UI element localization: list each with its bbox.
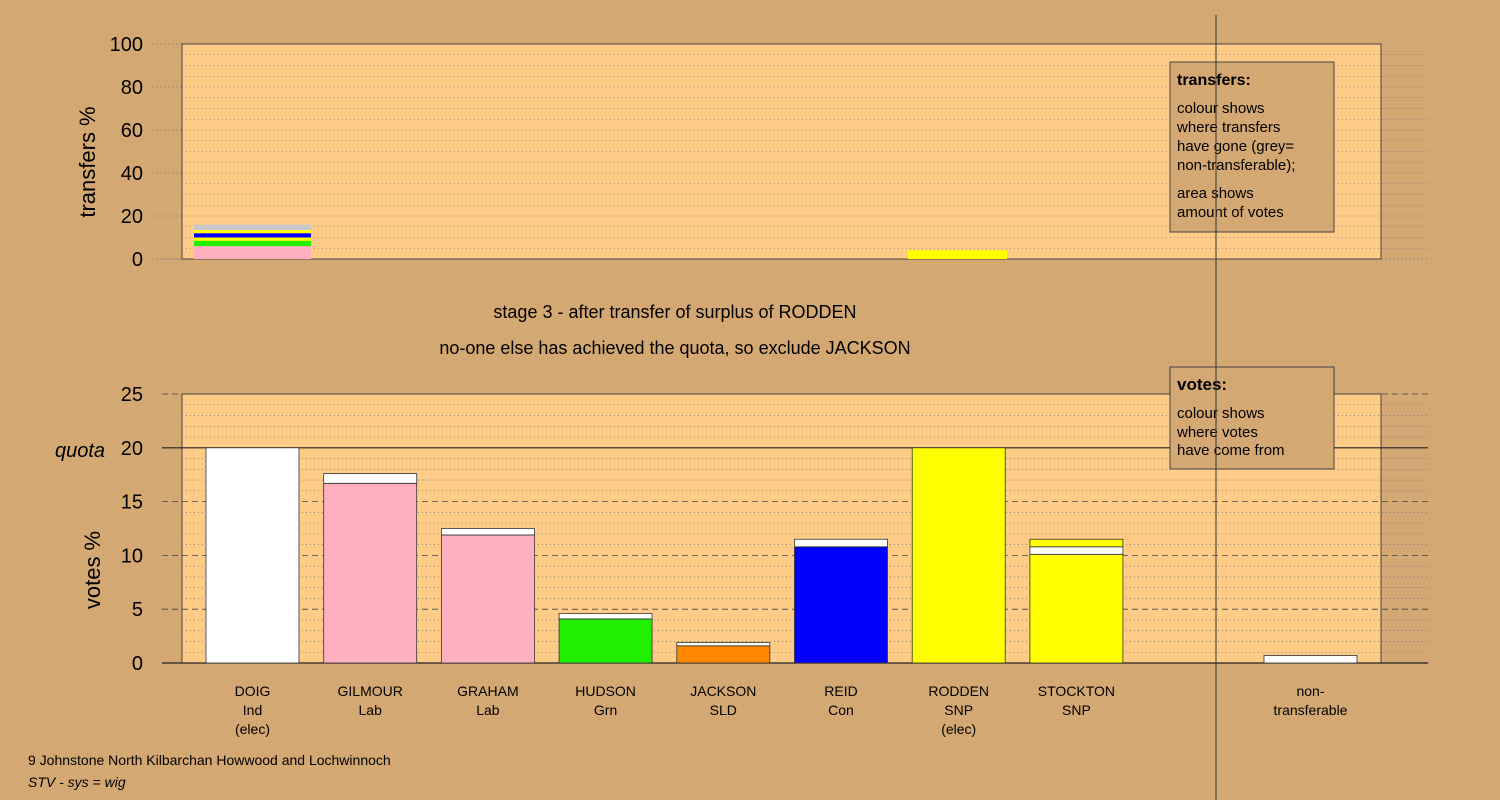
votes-legend-title: votes: <box>1177 375 1227 394</box>
category-label-gilmour: Lab <box>359 702 383 718</box>
vote-segment-stockton <box>1029 538 1124 548</box>
transfers-legend-title: transfers: <box>1177 72 1251 89</box>
vote-segment-gilmour <box>323 473 418 484</box>
votes-legend-line: where votes <box>1176 424 1258 441</box>
nontransferable-label: non- <box>1296 683 1324 699</box>
y-tick-label: 15 <box>121 492 143 514</box>
transfers-legend-line: where transfers <box>1176 119 1280 136</box>
y-tick-label: 0 <box>132 653 143 675</box>
y-tick-label: 25 <box>121 384 143 406</box>
stage-decision: no-one else has achieved the quota, so e… <box>439 338 910 358</box>
transfers-gridlines <box>162 54 1428 260</box>
votes-bars <box>205 447 1358 664</box>
vote-segment-graham <box>440 528 535 536</box>
vote-segment-reid <box>794 546 888 664</box>
category-label-rodden: SNP <box>944 702 973 718</box>
vote-segment-jackson <box>676 645 771 664</box>
category-label-graham: GRAHAM <box>457 683 518 699</box>
transfers-bars <box>194 224 1007 259</box>
vote-segment-reid <box>794 538 888 548</box>
category-label-reid: REID <box>824 683 857 699</box>
category-label-doig: Ind <box>243 702 262 718</box>
category-label-stockton: SNP <box>1062 702 1091 718</box>
quota-label: quota <box>55 440 105 462</box>
category-label-stockton: STOCKTON <box>1038 683 1115 699</box>
nontransferable-bar <box>1263 655 1358 664</box>
transfers-y-axis-label: transfers % <box>75 106 100 217</box>
category-label-hudson: Grn <box>594 702 617 718</box>
vote-segment-stockton <box>1029 546 1124 555</box>
y-tick-label: 40 <box>121 163 143 185</box>
vote-segment-hudson <box>558 618 653 664</box>
transfers-legend-line: area shows <box>1177 185 1254 202</box>
nontransferable-label: transferable <box>1274 702 1348 718</box>
vote-segment-hudson <box>558 613 653 620</box>
ward-name: 9 Johnstone North Kilbarchan Howwood and… <box>28 752 391 768</box>
vote-segment-stockton <box>1029 553 1124 664</box>
vote-segment-doig <box>205 447 300 664</box>
category-label-graham: Lab <box>476 702 500 718</box>
transfer-segment-gilmour <box>194 224 311 230</box>
transfers-legend-line: colour shows <box>1177 100 1265 117</box>
votes-legend-line: colour shows <box>1177 405 1265 422</box>
category-label-doig: (elec) <box>235 721 270 737</box>
votes-panel: 0 5 10 15 20 25 DOIG Ind (elec) GILMOUR Lab GRAHAM… <box>55 366 1428 737</box>
y-tick-label: 20 <box>121 206 143 228</box>
category-label-gilmour: GILMOUR <box>338 683 403 699</box>
votes-legend-line: have come from <box>1177 442 1285 459</box>
votes-y-ticks: 0 5 10 15 20 25 <box>121 384 143 675</box>
y-tick-label: 10 <box>121 545 143 567</box>
transfers-y-ticks: 0 20 40 60 80 100 <box>110 34 182 271</box>
y-tick-label: 60 <box>121 120 143 142</box>
y-tick-label: 80 <box>121 77 143 99</box>
transfer-segment-gilmour <box>194 246 311 259</box>
transfers-legend-line: have gone (grey= <box>1177 138 1294 155</box>
y-tick-label: 20 <box>121 438 143 460</box>
transfer-segment-gilmour <box>194 240 311 247</box>
transfer-segment-rodden <box>908 250 1007 259</box>
transfers-legend-line: amount of votes <box>1177 204 1284 221</box>
votes-category-labels: DOIG Ind (elec) GILMOUR Lab GRAHAM Lab HUDSON Gr… <box>235 683 1348 737</box>
category-label-jackson: SLD <box>710 702 737 718</box>
transfers-legend-line: non-transferable); <box>1177 157 1295 174</box>
category-label-jackson: JACKSON <box>690 683 756 699</box>
transfer-segment-gilmour <box>194 233 311 238</box>
vote-segment-gilmour <box>323 482 418 664</box>
y-tick-label: 0 <box>132 249 143 271</box>
category-label-hudson: HUDSON <box>575 683 636 699</box>
category-label-rodden: RODDEN <box>928 683 989 699</box>
category-label-reid: Con <box>828 702 854 718</box>
vote-segment-graham <box>440 534 535 664</box>
transfer-segment-gilmour <box>194 237 311 241</box>
vote-segment-rodden <box>911 447 1006 664</box>
category-label-rodden: (elec) <box>941 721 976 737</box>
category-label-doig: DOIG <box>235 683 271 699</box>
vote-segment-jackson <box>676 642 771 647</box>
votes-y-axis-label: votes % <box>80 531 105 609</box>
stage-description: stage 3 - after transfer of surplus of R… <box>493 302 856 322</box>
y-tick-label: 100 <box>110 34 143 56</box>
transfers-panel: 0 20 40 60 80 100 transfers % transfers: colo… <box>75 34 1428 271</box>
y-tick-label: 5 <box>132 599 143 621</box>
system-label: STV - sys = wig <box>28 774 126 790</box>
votes-legend-box: votes: colour shows where votes have com… <box>1169 366 1335 470</box>
transfers-legend-box: transfers: colour shows where transfers … <box>1169 61 1335 233</box>
transfer-segment-gilmour <box>194 229 311 234</box>
